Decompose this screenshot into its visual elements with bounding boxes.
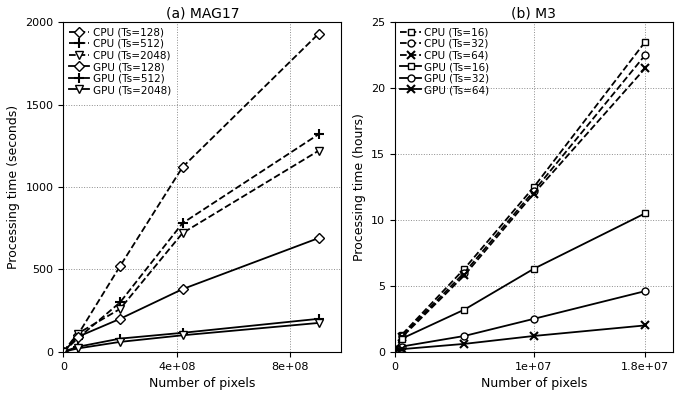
GPU (Ts=512) <box>73 345 82 349</box>
GPU (Ts=16) <box>398 336 406 341</box>
GPU (Ts=64) <box>398 347 406 351</box>
CPU (Ts=32) <box>641 53 649 58</box>
CPU (Ts=2048) <box>116 306 124 311</box>
Line: CPU (Ts=512): CPU (Ts=512) <box>58 129 324 357</box>
GPU (Ts=128) <box>59 349 67 354</box>
Line: GPU (Ts=2048): GPU (Ts=2048) <box>59 319 323 356</box>
Y-axis label: Processing time (hours): Processing time (hours) <box>352 113 366 261</box>
CPU (Ts=16) <box>391 349 399 354</box>
CPU (Ts=16) <box>398 332 406 337</box>
CPU (Ts=512) <box>116 300 124 305</box>
CPU (Ts=32) <box>391 349 399 354</box>
Line: GPU (Ts=16): GPU (Ts=16) <box>392 210 649 355</box>
GPU (Ts=64) <box>530 333 538 338</box>
GPU (Ts=2048) <box>315 320 323 325</box>
GPU (Ts=64) <box>391 349 399 354</box>
CPU (Ts=64) <box>641 66 649 71</box>
GPU (Ts=512) <box>116 336 124 341</box>
X-axis label: Number of pixels: Number of pixels <box>481 377 587 390</box>
GPU (Ts=512) <box>315 316 323 321</box>
X-axis label: Number of pixels: Number of pixels <box>149 377 256 390</box>
CPU (Ts=16) <box>641 40 649 44</box>
Line: GPU (Ts=512): GPU (Ts=512) <box>58 314 324 357</box>
GPU (Ts=16) <box>641 211 649 216</box>
CPU (Ts=512) <box>59 349 67 354</box>
Line: CPU (Ts=32): CPU (Ts=32) <box>392 52 649 355</box>
CPU (Ts=2048) <box>178 231 186 235</box>
Y-axis label: Processing time (seconds): Processing time (seconds) <box>7 105 20 269</box>
CPU (Ts=128) <box>116 264 124 268</box>
GPU (Ts=128) <box>315 236 323 241</box>
GPU (Ts=128) <box>73 335 82 339</box>
GPU (Ts=2048) <box>73 346 82 351</box>
Line: GPU (Ts=64): GPU (Ts=64) <box>391 321 649 356</box>
CPU (Ts=16) <box>530 185 538 189</box>
CPU (Ts=64) <box>460 273 469 278</box>
CPU (Ts=16) <box>460 266 469 271</box>
Line: GPU (Ts=128): GPU (Ts=128) <box>60 235 322 355</box>
CPU (Ts=2048) <box>59 349 67 354</box>
Line: CPU (Ts=64): CPU (Ts=64) <box>391 64 649 356</box>
CPU (Ts=32) <box>460 270 469 275</box>
CPU (Ts=512) <box>315 132 323 137</box>
CPU (Ts=512) <box>178 221 186 225</box>
GPU (Ts=32) <box>391 349 399 354</box>
Title: (a) MAG17: (a) MAG17 <box>166 7 239 21</box>
CPU (Ts=32) <box>530 189 538 193</box>
CPU (Ts=128) <box>59 349 67 354</box>
Line: CPU (Ts=2048): CPU (Ts=2048) <box>59 146 323 356</box>
CPU (Ts=64) <box>398 335 406 340</box>
GPU (Ts=32) <box>530 316 538 321</box>
CPU (Ts=128) <box>178 165 186 170</box>
GPU (Ts=16) <box>460 307 469 312</box>
CPU (Ts=64) <box>530 191 538 196</box>
CPU (Ts=128) <box>73 333 82 338</box>
CPU (Ts=512) <box>73 336 82 341</box>
GPU (Ts=32) <box>641 289 649 293</box>
CPU (Ts=2048) <box>315 148 323 153</box>
GPU (Ts=64) <box>460 341 469 346</box>
CPU (Ts=128) <box>315 31 323 36</box>
GPU (Ts=16) <box>391 349 399 354</box>
Legend: CPU (Ts=128), CPU (Ts=512), CPU (Ts=2048), GPU (Ts=128), GPU (Ts=512), GPU (Ts=2: CPU (Ts=128), CPU (Ts=512), CPU (Ts=2048… <box>67 25 173 97</box>
Line: CPU (Ts=128): CPU (Ts=128) <box>60 30 322 355</box>
Line: CPU (Ts=16): CPU (Ts=16) <box>392 39 649 355</box>
CPU (Ts=64) <box>391 349 399 354</box>
GPU (Ts=32) <box>460 333 469 338</box>
GPU (Ts=64) <box>641 323 649 328</box>
GPU (Ts=128) <box>116 316 124 321</box>
Line: GPU (Ts=32): GPU (Ts=32) <box>392 288 649 355</box>
GPU (Ts=512) <box>178 330 186 335</box>
Legend: CPU (Ts=16), CPU (Ts=32), CPU (Ts=64), GPU (Ts=16), GPU (Ts=32), GPU (Ts=64): CPU (Ts=16), CPU (Ts=32), CPU (Ts=64), G… <box>398 25 491 97</box>
GPU (Ts=16) <box>530 266 538 271</box>
Title: (b) M3: (b) M3 <box>511 7 556 21</box>
GPU (Ts=32) <box>398 344 406 349</box>
GPU (Ts=2048) <box>59 349 67 354</box>
GPU (Ts=512) <box>59 349 67 354</box>
GPU (Ts=2048) <box>178 333 186 338</box>
CPU (Ts=32) <box>398 333 406 338</box>
GPU (Ts=2048) <box>116 339 124 344</box>
GPU (Ts=128) <box>178 287 186 291</box>
CPU (Ts=2048) <box>73 331 82 336</box>
